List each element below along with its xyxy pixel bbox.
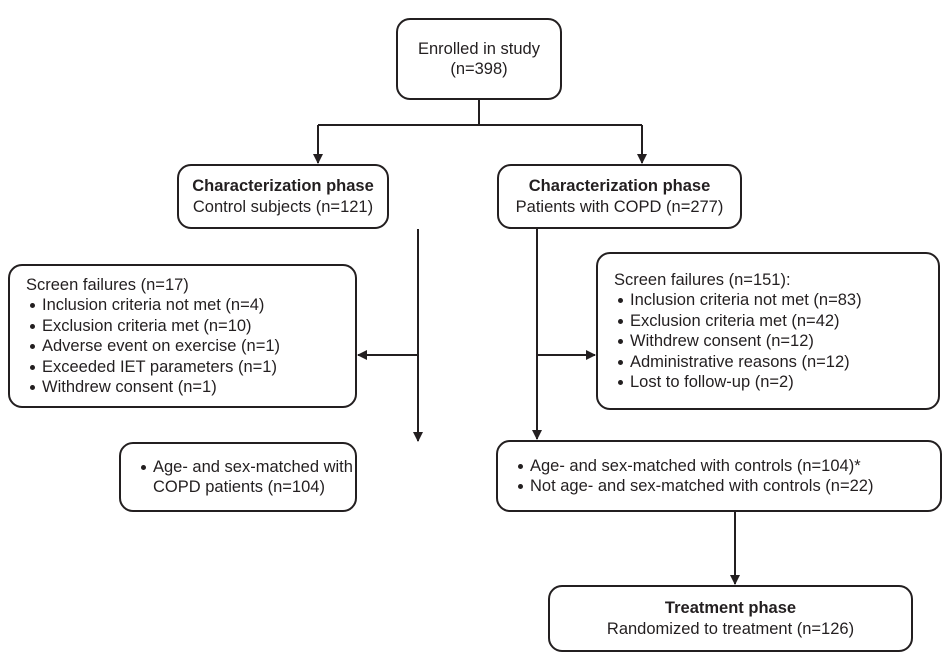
bullet-dot (141, 464, 146, 470)
bullet-text: Age- and sex-matched with controls (n=10… (530, 456, 861, 475)
bullet-text: COPD patients (n=104) (153, 478, 325, 496)
bullet-item: Inclusion criteria not met (n=83) (614, 290, 938, 311)
bullet-text: Administrative reasons (n=12) (630, 352, 850, 371)
flow-box: Age- and sex-matched with COPD patients (… (119, 442, 357, 512)
bullet-text: Withdrew consent (n=1) (42, 378, 217, 396)
bullet-item: Lost to follow-up (n=2) (614, 372, 938, 393)
bullet-item: Inclusion criteria not met (n=4) (26, 295, 355, 316)
box-text: Screen failures (n=17) (26, 275, 189, 294)
bullet-item: Not age- and sex-matched with controls (… (514, 476, 940, 497)
bullet-dot (30, 344, 35, 349)
box-text: Control subjects (n=121) (192, 197, 374, 216)
box-text: Screen failures (n=151): (614, 270, 791, 289)
bullet-dot (618, 339, 623, 344)
bullet-dot (30, 303, 35, 308)
bullet-dot (30, 385, 35, 390)
bullet-text: Adverse event on exercise (n=1) (42, 337, 281, 355)
flow-box: Enrolled in study (n=398) (396, 18, 562, 100)
box-title: Characterization phase (528, 177, 711, 195)
bullet-item: Exceeded IET parameters (n=1) (26, 357, 355, 378)
bullet-dot (618, 380, 623, 385)
bullet-text: Not age- and sex-matched with controls (… (530, 477, 874, 495)
box-text: (n=398) (450, 60, 508, 78)
bullet-item: Adverse event on exercise (n=1) (26, 336, 355, 357)
bullet-item: Age- and sex-matched with controls (n=10… (514, 456, 940, 477)
box-content: Enrolled in study (n=398) (418, 39, 540, 80)
bullet-text: Withdrew consent (n=12) (630, 332, 814, 350)
box-content: Treatment phase Randomized to treatment (… (607, 598, 854, 639)
box-text: Patients with COPD (n=277) (515, 197, 724, 216)
bullet-text: Inclusion criteria not met (n=83) (630, 291, 862, 309)
bullet-text: Exclusion criteria met (n=10) (42, 316, 252, 335)
bullet-item: Administrative reasons (n=12) (614, 352, 938, 373)
box-content: Screen failures (n=151): Inclusion criter… (614, 270, 938, 393)
bullet-dot (618, 359, 623, 365)
flow-box: Screen failures (n=17) Inclusion criteria… (8, 264, 357, 408)
box-content: Characterization phase Control subjects (… (192, 176, 374, 217)
flow-box: Age- and sex-matched with controls (n=10… (496, 440, 942, 512)
box-title: Characterization phase (192, 177, 374, 195)
connector (318, 100, 642, 126)
box-title: Treatment phase (664, 599, 797, 617)
bullet-text: Exclusion criteria met (n=42) (630, 311, 840, 330)
box-text: Enrolled in study (418, 39, 540, 58)
bullet-dot (30, 323, 35, 329)
flow-box: Screen failures (n=151): Inclusion criter… (596, 252, 940, 410)
bullet-text: Inclusion criteria not met (n=4) (42, 296, 265, 314)
bullet-dot (518, 463, 523, 469)
box-content: Screen failures (n=17) Inclusion criteria… (26, 275, 355, 398)
bullet-dot (618, 318, 623, 324)
box-text: Randomized to treatment (n=126) (606, 619, 855, 638)
bullet-dot (518, 484, 523, 489)
bullet-dot (30, 364, 35, 370)
bullet-item: Exclusion criteria met (n=10) (26, 316, 355, 337)
bullet-item: Age- and sex-matched with COPD patients (… (137, 457, 355, 498)
bullet-item: Withdrew consent (n=12) (614, 331, 938, 352)
flow-box: Characterization phase Control subjects (… (177, 164, 389, 229)
bullet-item: Exclusion criteria met (n=42) (614, 311, 938, 332)
box-content: Characterization phase Patients with COPD… (516, 176, 724, 217)
bullet-text: Lost to follow-up (n=2) (630, 373, 794, 391)
flow-box: Characterization phase Patients with COPD… (497, 164, 742, 229)
box-content: Age- and sex-matched with controls (n=10… (514, 456, 940, 497)
box-content: Age- and sex-matched with COPD patients (… (137, 457, 355, 498)
flow-box: Treatment phase Randomized to treatment (… (548, 585, 913, 652)
bullet-item: Withdrew consent (n=1) (26, 377, 355, 398)
bullet-text: Exceeded IET parameters (n=1) (42, 357, 277, 376)
bullet-text: Age- and sex-matched with (153, 457, 353, 476)
bullet-dot (618, 298, 623, 303)
